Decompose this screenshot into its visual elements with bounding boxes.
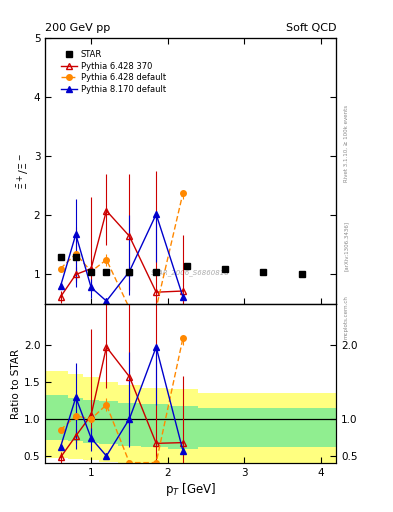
X-axis label: p$_T$ [GeV]: p$_T$ [GeV] [165,481,216,498]
Text: [arXiv:1306.3436]: [arXiv:1306.3436] [344,221,349,271]
Y-axis label: $\bar{\Xi}^+/\Xi^-$: $\bar{\Xi}^+/\Xi^-$ [16,153,31,190]
Text: mcplots.cern.ch: mcplots.cern.ch [344,295,349,339]
Y-axis label: Ratio to STAR: Ratio to STAR [11,349,21,419]
Legend: STAR, Pythia 6.428 370, Pythia 6.428 default, Pythia 8.170 default: STAR, Pythia 6.428 370, Pythia 6.428 def… [58,48,168,96]
Text: 200 GeV pp: 200 GeV pp [45,23,110,33]
Text: Rivet 3.1.10, ≥ 100k events: Rivet 3.1.10, ≥ 100k events [344,105,349,182]
Text: STAR_2006_S6860818: STAR_2006_S6860818 [151,269,230,275]
Text: Soft QCD: Soft QCD [286,23,336,33]
